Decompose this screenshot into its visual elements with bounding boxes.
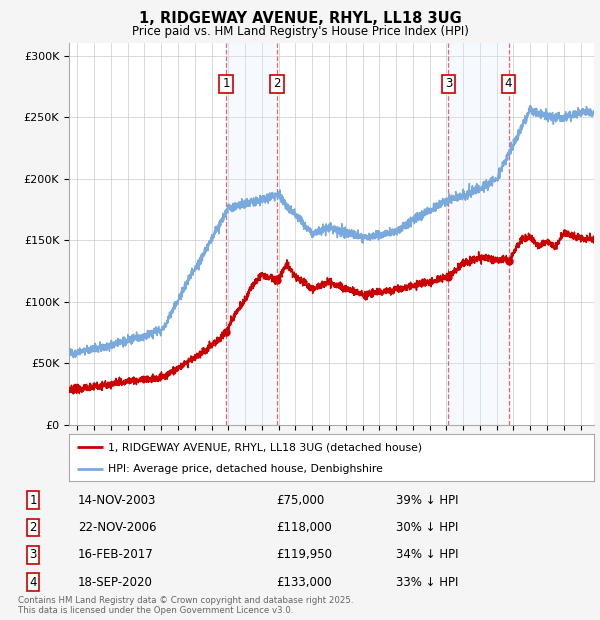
Text: 1: 1 [223,78,230,91]
Text: 1: 1 [29,494,37,507]
Text: 4: 4 [505,78,512,91]
Text: £133,000: £133,000 [276,576,332,588]
Text: Contains HM Land Registry data © Crown copyright and database right 2025.
This d: Contains HM Land Registry data © Crown c… [18,596,353,615]
Bar [448,43,509,425]
Text: £119,950: £119,950 [276,549,332,561]
Text: 14-NOV-2003: 14-NOV-2003 [78,494,157,507]
Text: 34% ↓ HPI: 34% ↓ HPI [396,549,458,561]
Text: 2: 2 [29,521,37,534]
Text: 3: 3 [29,549,37,561]
Text: 1, RIDGEWAY AVENUE, RHYL, LL18 3UG: 1, RIDGEWAY AVENUE, RHYL, LL18 3UG [139,11,461,26]
Text: £75,000: £75,000 [276,494,324,507]
Text: 2: 2 [273,78,281,91]
Text: 4: 4 [29,576,37,588]
Text: 39% ↓ HPI: 39% ↓ HPI [396,494,458,507]
Text: 30% ↓ HPI: 30% ↓ HPI [396,521,458,534]
Text: HPI: Average price, detached house, Denbighshire: HPI: Average price, detached house, Denb… [109,464,383,474]
Text: 33% ↓ HPI: 33% ↓ HPI [396,576,458,588]
Text: 3: 3 [445,78,452,91]
Bar [226,43,277,425]
Text: 16-FEB-2017: 16-FEB-2017 [78,549,154,561]
Text: Price paid vs. HM Land Registry's House Price Index (HPI): Price paid vs. HM Land Registry's House … [131,25,469,38]
Text: 1, RIDGEWAY AVENUE, RHYL, LL18 3UG (detached house): 1, RIDGEWAY AVENUE, RHYL, LL18 3UG (deta… [109,442,422,452]
Text: 18-SEP-2020: 18-SEP-2020 [78,576,153,588]
Text: 22-NOV-2006: 22-NOV-2006 [78,521,157,534]
Text: £118,000: £118,000 [276,521,332,534]
